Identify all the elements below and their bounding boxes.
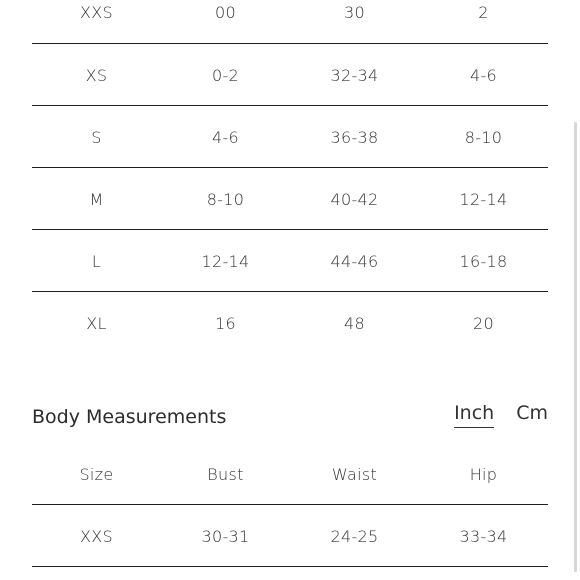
unit-inch-tab[interactable]: Inch xyxy=(454,402,495,428)
us-size-cell: 8-10 xyxy=(206,189,245,209)
row-divider xyxy=(32,105,548,106)
body-measurements-table: Size Bust Waist Hip XXS 30-31 24-25 33-3… xyxy=(32,443,548,567)
scrollbar[interactable] xyxy=(574,122,577,572)
uk-size-cell: 4-6 xyxy=(469,65,498,85)
table-row: M 8-10 40-42 12-14 xyxy=(32,168,548,230)
bust-cell: 30-31 xyxy=(201,526,250,546)
table-row: XXS 00 30 2 xyxy=(32,0,548,44)
size-cell: S xyxy=(91,127,102,147)
us-size-cell: 0-2 xyxy=(211,65,240,85)
hip-cell: 33-34 xyxy=(459,526,508,546)
size-conversion-table: XXS 00 30 2 XS 0-2 32-34 4-6 S 4-6 36-38… xyxy=(32,0,548,354)
column-header-waist: Waist xyxy=(331,464,378,484)
row-divider xyxy=(32,291,548,292)
uk-size-cell: 16-18 xyxy=(459,251,508,271)
eu-size-cell: 36-38 xyxy=(330,127,379,147)
us-size-cell: 16 xyxy=(215,313,236,333)
us-size-cell: 4-6 xyxy=(211,127,240,147)
table-row: XXS 30-31 24-25 33-34 xyxy=(32,505,548,567)
uk-size-cell: 2 xyxy=(478,3,489,22)
table-row: S 4-6 36-38 8-10 xyxy=(32,106,548,168)
eu-size-cell: 40-42 xyxy=(330,189,379,209)
size-cell: XXS xyxy=(80,526,113,546)
uk-size-cell: 8-10 xyxy=(464,127,503,147)
row-divider xyxy=(32,504,548,505)
us-size-cell: 12-14 xyxy=(201,251,250,271)
table-row: XL 16 48 20 xyxy=(32,292,548,354)
waist-cell: 24-25 xyxy=(330,526,379,546)
eu-size-cell: 30 xyxy=(344,3,365,22)
unit-cm-tab[interactable]: Cm xyxy=(516,402,548,424)
eu-size-cell: 32-34 xyxy=(330,65,379,85)
table-row: L 12-14 44-46 16-18 xyxy=(32,230,548,292)
table-row: XS 0-2 32-34 4-6 xyxy=(32,44,548,106)
us-size-cell: 00 xyxy=(215,3,236,22)
size-cell: XS xyxy=(85,65,108,85)
row-divider xyxy=(32,167,548,168)
unit-toggle: Inch Cm xyxy=(454,402,548,428)
table-header-row: Size Bust Waist Hip xyxy=(32,443,548,505)
column-header-bust: Bust xyxy=(207,464,244,484)
uk-size-cell: 20 xyxy=(473,313,494,333)
size-cell: M xyxy=(89,189,104,209)
row-divider xyxy=(32,566,548,567)
eu-size-cell: 44-46 xyxy=(330,251,379,271)
size-cell: XXS xyxy=(80,3,113,22)
row-divider xyxy=(32,43,548,44)
column-header-size: Size xyxy=(79,464,114,484)
column-header-hip: Hip xyxy=(469,464,498,484)
size-cell: L xyxy=(91,251,102,271)
size-cell: XL xyxy=(86,313,107,333)
section-title: Body Measurements xyxy=(32,406,227,428)
uk-size-cell: 12-14 xyxy=(459,189,508,209)
eu-size-cell: 48 xyxy=(344,313,365,333)
body-measurements-header: Body Measurements Inch Cm xyxy=(32,402,548,436)
row-divider xyxy=(32,229,548,230)
